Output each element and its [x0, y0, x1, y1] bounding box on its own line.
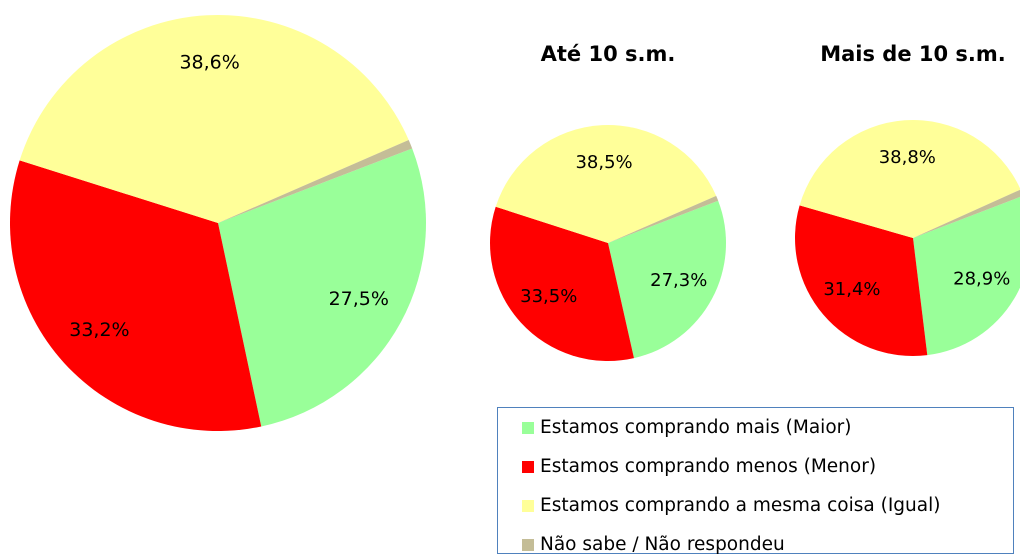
legend-label: Não sabe / Não respondeu — [540, 534, 785, 555]
slice-label: 38,6% — [179, 52, 239, 74]
legend-swatch — [522, 500, 534, 512]
pie-slice — [608, 195, 719, 243]
legend-label: Estamos comprando a mesma coisa (Igual) — [540, 495, 940, 516]
legend-label: Estamos comprando mais (Maior) — [540, 417, 851, 438]
slice-label: 38,8% — [879, 147, 936, 168]
legend-swatch — [522, 422, 534, 434]
pie-slice — [495, 125, 717, 243]
slice-label: 27,5% — [329, 288, 389, 310]
legend-swatch — [522, 539, 534, 551]
pie-title: Até 10 s.m. — [541, 42, 676, 66]
pie-slice — [794, 205, 928, 357]
pie-slice — [218, 148, 426, 427]
pie-title: Mais de 10 s.m. — [820, 42, 1006, 66]
slice-label: 27,3% — [650, 270, 707, 291]
pie-slice — [913, 196, 1020, 356]
slice-label: 38,5% — [575, 152, 632, 173]
slice-label: 31,4% — [823, 279, 880, 300]
legend-label: Estamos comprando menos (Menor) — [540, 456, 876, 477]
pie-slice — [608, 200, 726, 359]
slice-label: 33,2% — [69, 319, 129, 341]
pie-slice — [218, 139, 413, 223]
pie-slice — [19, 15, 409, 223]
pie-slice — [9, 160, 262, 432]
slice-label: 33,5% — [520, 286, 577, 307]
slice-label: 28,9% — [953, 268, 1010, 289]
legend-box — [497, 407, 1014, 554]
legend-swatch — [522, 461, 534, 473]
pie-slice — [490, 206, 634, 362]
pie-slice — [799, 119, 1020, 238]
pie-slice — [913, 189, 1020, 238]
